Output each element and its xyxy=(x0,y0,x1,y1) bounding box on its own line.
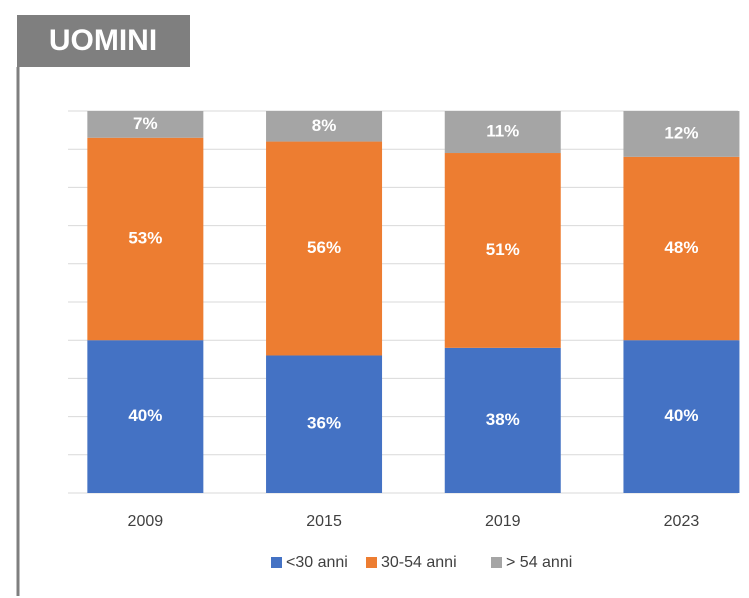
value-label: 36% xyxy=(307,414,341,433)
bar-segment xyxy=(87,137,204,341)
x-tick-label: 2015 xyxy=(306,513,342,530)
bar-segment xyxy=(444,111,561,154)
value-label: 48% xyxy=(664,238,698,257)
value-label: 40% xyxy=(128,406,162,425)
x-tick-label: 2019 xyxy=(485,513,521,530)
value-label: 7% xyxy=(133,114,158,133)
legend-label: <30 anni xyxy=(286,554,348,571)
value-label: 40% xyxy=(664,406,698,425)
value-label: 56% xyxy=(307,238,341,257)
legend-swatch xyxy=(491,557,502,568)
bar-segment xyxy=(623,156,740,341)
bar-segment xyxy=(266,141,383,356)
value-label: 51% xyxy=(486,240,520,259)
x-tick-label: 2009 xyxy=(128,513,164,530)
bar-segment xyxy=(444,153,561,348)
legend-label: 30-54 anni xyxy=(381,554,457,571)
legend-label: > 54 anni xyxy=(506,554,572,571)
value-label: 53% xyxy=(128,228,162,247)
bar-segment xyxy=(444,347,561,493)
chart-title: UOMINI xyxy=(49,24,157,57)
value-label: 12% xyxy=(664,123,698,142)
title-box xyxy=(17,15,190,67)
value-label: 38% xyxy=(486,410,520,429)
bar-segment xyxy=(623,111,740,157)
bar-segment xyxy=(266,111,383,142)
bar-segment xyxy=(87,111,204,138)
legend-swatch xyxy=(271,557,282,568)
x-tick-label: 2023 xyxy=(664,513,700,530)
bar-segment xyxy=(87,340,204,493)
bar-segment xyxy=(266,355,383,493)
bar-segment xyxy=(623,340,740,493)
legend-swatch xyxy=(366,557,377,568)
value-label: 11% xyxy=(486,121,519,140)
value-label: 8% xyxy=(312,116,337,135)
